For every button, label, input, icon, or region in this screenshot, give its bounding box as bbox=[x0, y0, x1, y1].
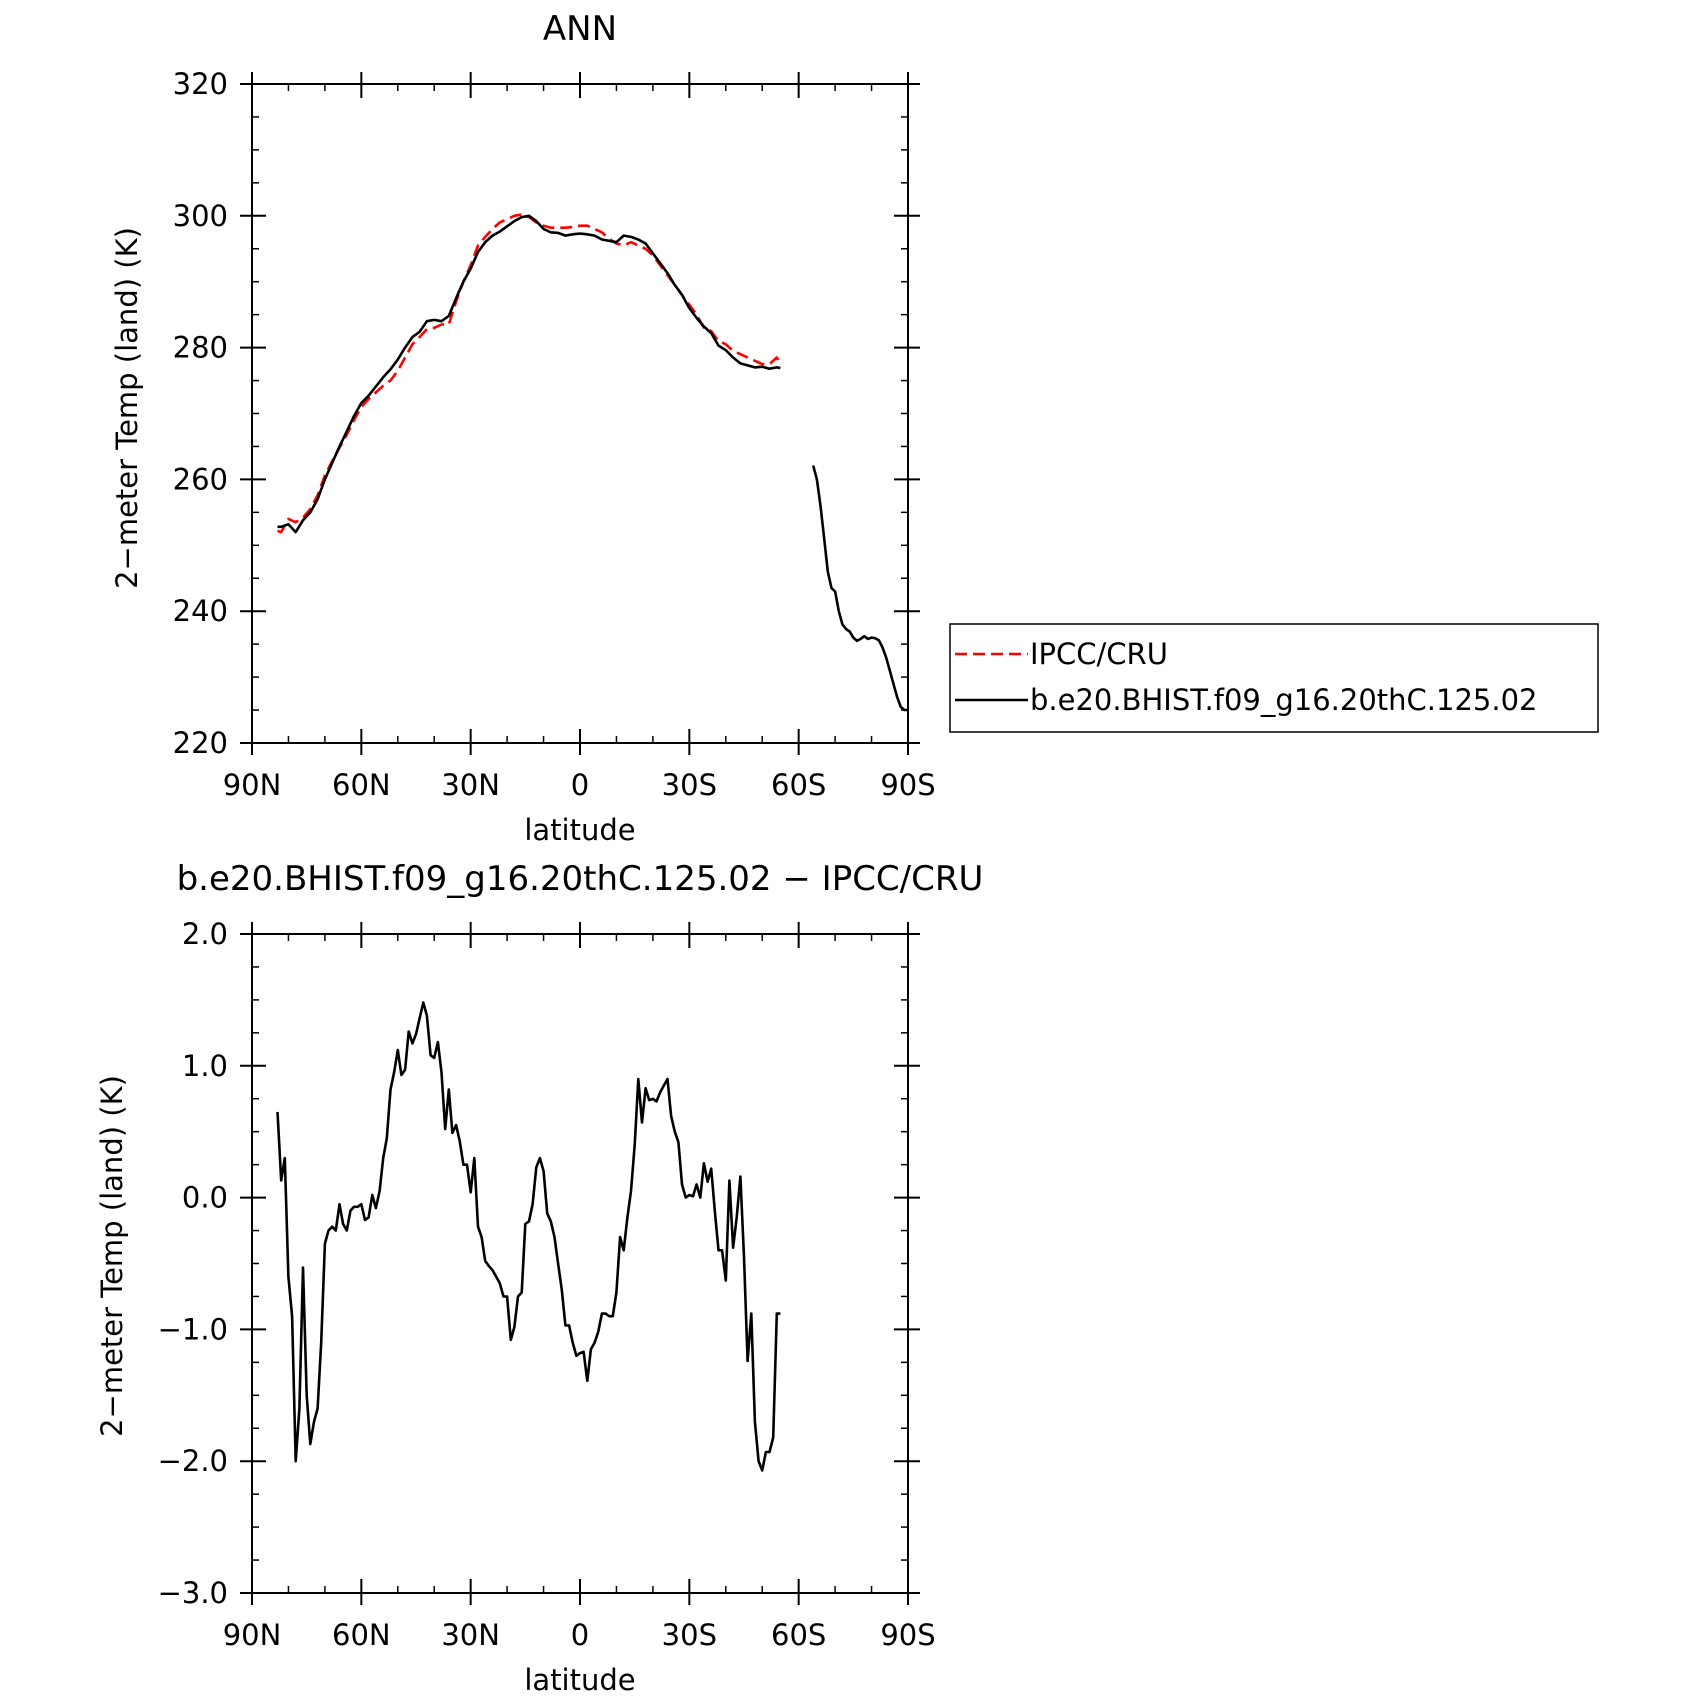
top-y-tick-label: 320 bbox=[173, 67, 228, 101]
bottom-x-tick-label: 30N bbox=[441, 1618, 500, 1652]
top-y-tick-label: 300 bbox=[173, 199, 228, 233]
bottom-panel: b.e20.BHIST.f09_g16.20thC.125.02 − IPCC/… bbox=[95, 859, 983, 1697]
top-x-tick-label: 60N bbox=[332, 768, 391, 802]
top-x-axis-label: latitude bbox=[524, 813, 635, 847]
bottom-y-tick-label: 0.0 bbox=[182, 1181, 228, 1215]
bottom-y-tick-label: 1.0 bbox=[182, 1049, 228, 1083]
top-panel: ANN 90N 60N 30N 0 30S 60S 90S 220 240 260 280 300 32… bbox=[110, 9, 936, 847]
bottom-x-tick-label: 60N bbox=[332, 1618, 391, 1652]
bottom-plot-frame bbox=[251, 933, 909, 1594]
bottom-x-tick-label: 30S bbox=[662, 1618, 717, 1652]
bottom-series-line-0 bbox=[276, 1001, 781, 1472]
top-plot-area: 90N 60N 30N 0 30S 60S 90S 220 240 260 280 300 320 bbox=[173, 67, 936, 802]
bottom-y-tick-label: 2.0 bbox=[182, 917, 228, 951]
top-x-tick-label: 30N bbox=[441, 768, 500, 802]
top-y-tick-label: 260 bbox=[173, 462, 228, 496]
top-chart-title: ANN bbox=[543, 9, 617, 49]
top-y-tick-label: 240 bbox=[173, 594, 228, 628]
legend: IPCC/CRU b.e20.BHIST.f09_g16.20thC.125.0… bbox=[949, 623, 1599, 733]
top-y-tick-label: 220 bbox=[173, 726, 228, 760]
bottom-x-axis-label: latitude bbox=[524, 1663, 635, 1697]
legend-label-model: b.e20.BHIST.f09_g16.20thC.125.02 bbox=[1030, 683, 1537, 717]
top-series-line-0 bbox=[277, 213, 782, 534]
bottom-x-tick-label: 90S bbox=[880, 1618, 935, 1652]
top-x-tick-label: 90S bbox=[880, 768, 935, 802]
bottom-plot-area: 90N 60N 30N 0 30S 60S 90S −3.0 −2.0 −1.0 0.0 1.0 2.0 bbox=[158, 917, 936, 1652]
legend-frame bbox=[949, 623, 1599, 733]
top-series-line-1 bbox=[277, 214, 781, 534]
top-x-tick-label: 0 bbox=[571, 768, 589, 802]
bottom-chart-title: b.e20.BHIST.f09_g16.20thC.125.02 − IPCC/… bbox=[177, 859, 984, 899]
top-series-line-1 bbox=[811, 465, 908, 712]
bottom-x-tick-label: 0 bbox=[571, 1618, 589, 1652]
bottom-y-tick-label: −3.0 bbox=[158, 1576, 228, 1610]
bottom-y-axis-label: 2−meter Temp (land) (K) bbox=[95, 1075, 129, 1437]
top-plot-frame bbox=[251, 83, 909, 744]
bottom-y-tick-label: −1.0 bbox=[158, 1312, 228, 1346]
bottom-y-tick-label: −2.0 bbox=[158, 1444, 228, 1478]
bottom-x-tick-label: 90N bbox=[223, 1618, 282, 1652]
top-x-tick-label: 60S bbox=[771, 768, 826, 802]
top-y-axis-label: 2−meter Temp (land) (K) bbox=[110, 227, 144, 589]
legend-label-ipcc-cru: IPCC/CRU bbox=[1030, 637, 1168, 671]
top-x-tick-label: 90N bbox=[223, 768, 282, 802]
bottom-x-tick-label: 60S bbox=[771, 1618, 826, 1652]
top-y-tick-label: 280 bbox=[173, 331, 228, 365]
top-x-tick-label: 30S bbox=[662, 768, 717, 802]
